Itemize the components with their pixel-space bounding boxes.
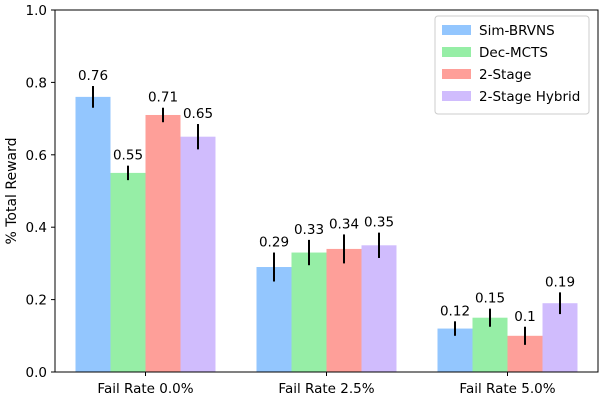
value-label: 0.33 [294,222,324,238]
legend-swatch [442,25,471,35]
value-label: 0.29 [259,235,289,251]
legend-label: 2-Stage Hybrid [479,89,580,105]
value-label: 0.65 [183,106,213,122]
bar [180,136,216,372]
value-label: 0.76 [78,68,108,84]
y-tick-label: 0.6 [26,148,47,164]
value-label: 0.71 [148,90,178,106]
value-labels-layer: 0.76 0.55 0.71 0.65 0.29 0.33 0.34 0.35 0.12 0.15… [78,68,575,325]
y-axis-label: % Total Reward [4,137,20,244]
bars-layer [75,96,578,372]
legend-swatch [442,47,471,57]
y-tick-label: 0.2 [26,293,47,309]
legend-swatch [442,69,471,79]
y-tick-label: 0.0 [26,365,47,381]
legend-label: Dec-MCTS [479,45,548,61]
error-bars-layer [92,86,561,345]
bar [256,267,292,372]
x-tick-label: Fail Rate 0.0% [97,381,193,397]
y-tick-label: 0.8 [26,75,47,91]
y-tick-label: 1.0 [26,3,47,19]
x-tick-label: Fail Rate 2.5% [278,381,374,397]
legend-label: Sim-BRVNS [479,23,555,39]
legend-swatch [442,91,471,101]
bar [326,248,362,372]
bar [361,245,397,372]
value-label: 0.55 [113,148,143,164]
legend-label: 2-Stage [479,67,531,83]
value-label: 0.12 [440,303,470,319]
bar [75,96,111,372]
value-label: 0.34 [329,216,359,232]
y-axis: 0.0 0.2 0.4 0.6 0.8 1.0 [26,3,55,381]
x-tick-label: Fail Rate 5.0% [459,381,555,397]
bar [291,252,327,372]
bar [542,303,578,372]
x-axis: Fail Rate 0.0% Fail Rate 2.5% Fail Rate 5.… [97,372,556,397]
y-tick-label: 0.4 [26,220,47,236]
value-label: 0.15 [475,291,505,307]
value-label: 0.19 [545,274,575,290]
bar [110,172,146,372]
legend: Sim-BRVNS Dec-MCTS 2-Stage 2-Stage Hybrid [434,15,590,115]
value-label: 0.1 [514,309,535,325]
value-label: 0.35 [364,215,394,231]
bar [145,114,181,372]
legend-box [434,15,590,115]
